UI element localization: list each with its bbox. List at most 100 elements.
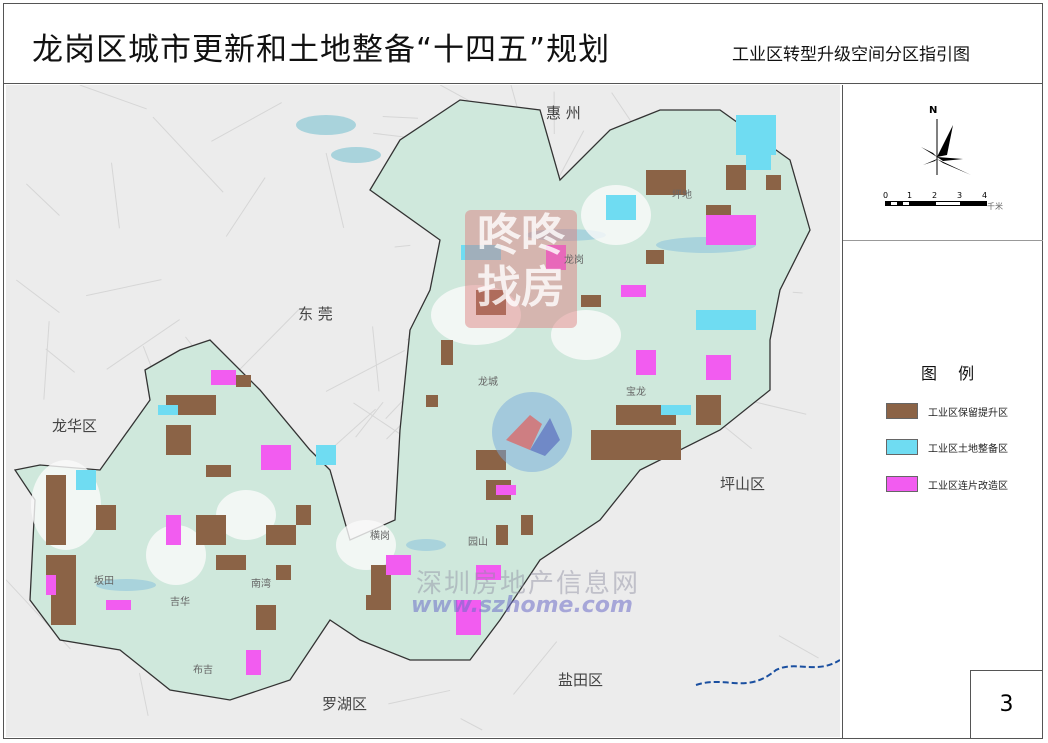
label-baolong: 宝龙 (626, 387, 646, 398)
road (106, 319, 180, 370)
road (388, 689, 451, 705)
contiguous-renewal-zone (706, 355, 731, 380)
scale-tick: 4 (982, 191, 988, 200)
retain-upgrade-zone (646, 170, 686, 195)
road (440, 85, 469, 101)
road (152, 116, 224, 193)
coastline-boundary (695, 659, 840, 686)
retain-upgrade-zone (476, 450, 506, 470)
label-buji: 布吉 (193, 665, 213, 676)
label-longcheng: 龙城 (478, 377, 498, 388)
road (382, 115, 419, 119)
water-body (526, 229, 606, 241)
retain-upgrade-zone (296, 505, 311, 525)
water-body (331, 147, 381, 163)
retain-upgrade-zone (166, 395, 216, 415)
retain-upgrade-zone (266, 525, 296, 545)
contiguous-renewal-zone (261, 445, 291, 470)
legend-title: 图 例 (921, 364, 983, 383)
land-prep-zone (76, 470, 96, 490)
retain-upgrade-zone (51, 595, 76, 625)
label-jihua: 吉华 (170, 597, 190, 608)
road (43, 321, 50, 400)
label-yuanshan: 园山 (468, 537, 488, 548)
retain-upgrade-zone (441, 340, 453, 365)
scale-tick: 3 (957, 191, 963, 200)
retain-upgrade-zone (696, 395, 721, 425)
legend-swatch (886, 476, 918, 492)
map-canvas[interactable]: 咚咚 找房 深圳房地产信息网 www.szhome.com 惠 州 东 莞 龙华区… (6, 85, 840, 737)
road (325, 349, 405, 392)
retain-upgrade-zone (521, 515, 533, 535)
szhome-watermark-text: 深圳房地产信息网 (416, 569, 641, 599)
label-dongguan: 东 莞 (298, 305, 333, 323)
page-number: 3 (970, 670, 1042, 738)
urban-area (551, 310, 621, 360)
label-pingshan: 坪山区 (720, 475, 766, 493)
land-prep-zone (606, 195, 636, 220)
road (16, 279, 60, 314)
legend-label: 工业区土地整备区 (928, 443, 1008, 455)
industrial-zones (46, 115, 781, 675)
retain-upgrade-zone (196, 515, 226, 545)
road (225, 177, 266, 237)
label-luohu: 罗湖区 (322, 695, 368, 713)
retain-upgrade-zone (46, 475, 66, 545)
contiguous-renewal-zone (386, 555, 411, 575)
road (110, 162, 120, 229)
land-prep-zone (158, 405, 178, 415)
retain-upgrade-zone (726, 165, 746, 190)
retain-upgrade-zone (426, 395, 438, 407)
retain-upgrade-zone (766, 175, 781, 190)
szhome-logo-watermark (492, 392, 572, 472)
land-prep-zone (316, 445, 336, 465)
legend-swatch (886, 439, 918, 455)
contiguous-renewal-zone (456, 600, 481, 635)
road (555, 130, 585, 184)
north-arrow-icon (921, 119, 971, 175)
contiguous-renewal-zone (211, 370, 236, 385)
water-body (96, 579, 156, 591)
contiguous-renewal-zone (476, 565, 501, 580)
retain-upgrade-zone (591, 430, 681, 460)
contiguous-renewal-zone (166, 515, 181, 545)
road (778, 635, 819, 659)
retain-upgrade-zone (581, 295, 601, 307)
label-huizhou: 惠 州 (546, 104, 581, 122)
road (513, 641, 558, 695)
contiguous-renewal-zone (246, 650, 261, 675)
retain-upgrade-zone (366, 595, 391, 610)
side-panel: N 0 1 2 3 4 千米 图 例 工业区保留提升区 工业区土 (842, 85, 1043, 738)
retain-upgrade-zone (476, 290, 506, 315)
road (211, 102, 282, 142)
road (138, 672, 149, 716)
road (355, 401, 384, 438)
scale-bar (885, 201, 987, 206)
retain-upgrade-zone (166, 425, 191, 455)
contiguous-renewal-zone (621, 285, 646, 297)
map-svg (6, 85, 840, 731)
scale-tick: 1 (907, 191, 913, 200)
contiguous-renewal-zone (106, 600, 131, 610)
contiguous-renewal-zone (496, 485, 516, 495)
road (372, 326, 380, 392)
urban-area (216, 490, 276, 540)
retain-upgrade-zone (646, 250, 664, 264)
scale-tick: 0 (883, 191, 889, 200)
map-subtitle: 工业区转型升级空间分区指引图 (732, 45, 970, 65)
label-bantian: 坂田 (94, 576, 114, 587)
legend-item-contiguous-renewal: 工业区连片改造区 (886, 476, 1008, 492)
legend-item-land-prep: 工业区土地整备区 (886, 439, 1008, 455)
legend-swatch (886, 403, 918, 419)
retain-upgrade-zone (256, 605, 276, 630)
legend-item-retain-upgrade: 工业区保留提升区 (886, 403, 1008, 419)
water-body (406, 539, 446, 551)
page-title: 龙岗区城市更新和土地整备“十四五”规划 (32, 32, 611, 68)
road (26, 183, 60, 216)
legend-label: 工业区保留提升区 (928, 407, 1008, 419)
urban-area (146, 525, 206, 585)
retain-upgrade-zone (96, 505, 116, 530)
road (460, 718, 483, 731)
north-label: N (929, 105, 938, 116)
label-henggang: 横岗 (370, 531, 390, 542)
